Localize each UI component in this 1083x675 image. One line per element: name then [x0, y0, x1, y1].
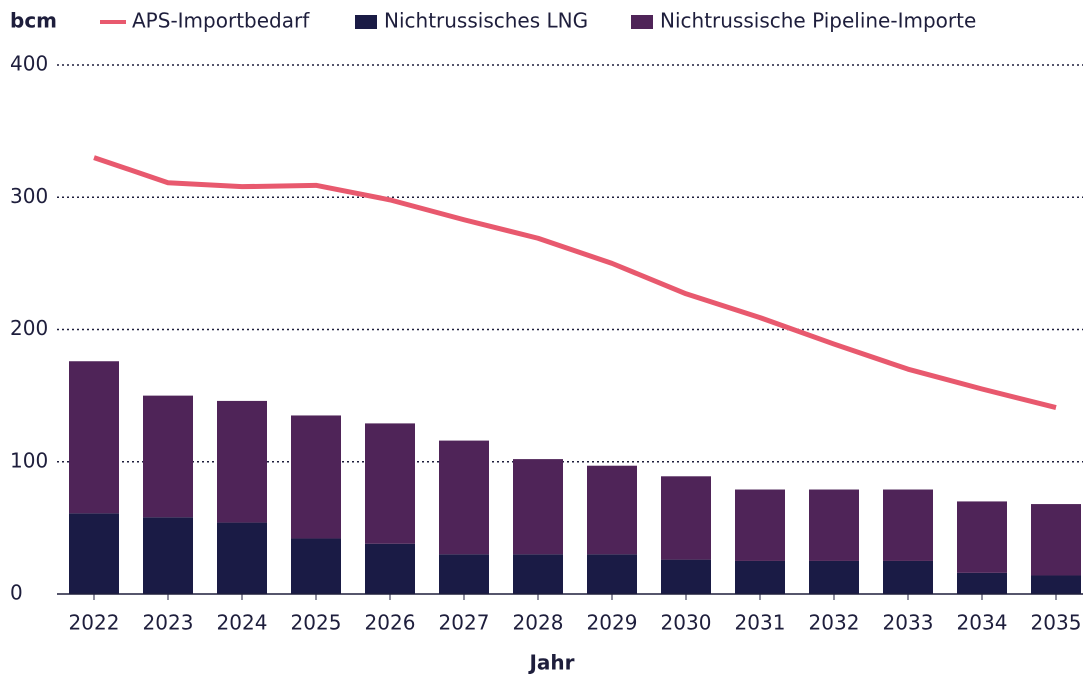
- line: [93, 155, 1057, 410]
- legend-swatch: [355, 15, 377, 29]
- legend-swatch: [631, 15, 653, 29]
- x-tick-label: 2023: [143, 611, 194, 635]
- bar: [661, 559, 711, 594]
- bar: [291, 415, 341, 539]
- bar: [661, 476, 711, 560]
- x-tick-label: 2028: [513, 611, 564, 635]
- bar: [587, 554, 637, 594]
- bar: [365, 543, 415, 594]
- bar: [957, 501, 1007, 573]
- bar: [735, 560, 785, 594]
- x-tick-label: 2033: [883, 611, 934, 635]
- bar: [1031, 575, 1081, 594]
- bar: [1031, 504, 1081, 576]
- y-tick-label: 200: [10, 316, 48, 340]
- bar: [365, 423, 415, 544]
- bar: [69, 513, 119, 594]
- bar: [957, 572, 1007, 594]
- bar: [291, 538, 341, 594]
- bar: [143, 517, 193, 594]
- bar: [439, 554, 489, 594]
- x-tick-label: 2031: [735, 611, 786, 635]
- bar: [439, 440, 489, 555]
- x-tick-label: 2032: [809, 611, 860, 635]
- bar: [217, 400, 267, 523]
- x-tick-label: 2035: [1031, 611, 1082, 635]
- x-tick-label: 2030: [661, 611, 712, 635]
- bar: [217, 522, 267, 594]
- bar: [809, 489, 859, 561]
- y-tick-label: 100: [10, 448, 48, 472]
- bar: [587, 465, 637, 555]
- bar: [883, 560, 933, 594]
- x-tick-label: 2024: [217, 611, 268, 635]
- bar: [513, 554, 563, 594]
- x-tick-label: 2026: [365, 611, 416, 635]
- x-tick-label: 2029: [587, 611, 638, 635]
- legend-label: Nichtrussische Pipeline-Importe: [660, 9, 976, 33]
- bar: [513, 459, 563, 555]
- bar: [69, 361, 119, 514]
- legend-label: APS-Importbedarf: [132, 9, 310, 33]
- y-axis-label: bcm: [10, 9, 57, 33]
- x-tick-label: 2022: [69, 611, 120, 635]
- y-tick-label: 300: [10, 184, 48, 208]
- x-axis-label: Jahr: [527, 651, 574, 675]
- legend-label: Nichtrussisches LNG: [384, 9, 588, 33]
- x-tick-label: 2034: [957, 611, 1008, 635]
- x-tick-label: 2025: [291, 611, 342, 635]
- bar: [143, 395, 193, 518]
- y-tick-label: 0: [10, 581, 23, 605]
- y-tick-label: 400: [10, 52, 48, 76]
- x-tick-label: 2027: [439, 611, 490, 635]
- bar: [809, 560, 859, 594]
- bar: [735, 489, 785, 561]
- bar: [883, 489, 933, 561]
